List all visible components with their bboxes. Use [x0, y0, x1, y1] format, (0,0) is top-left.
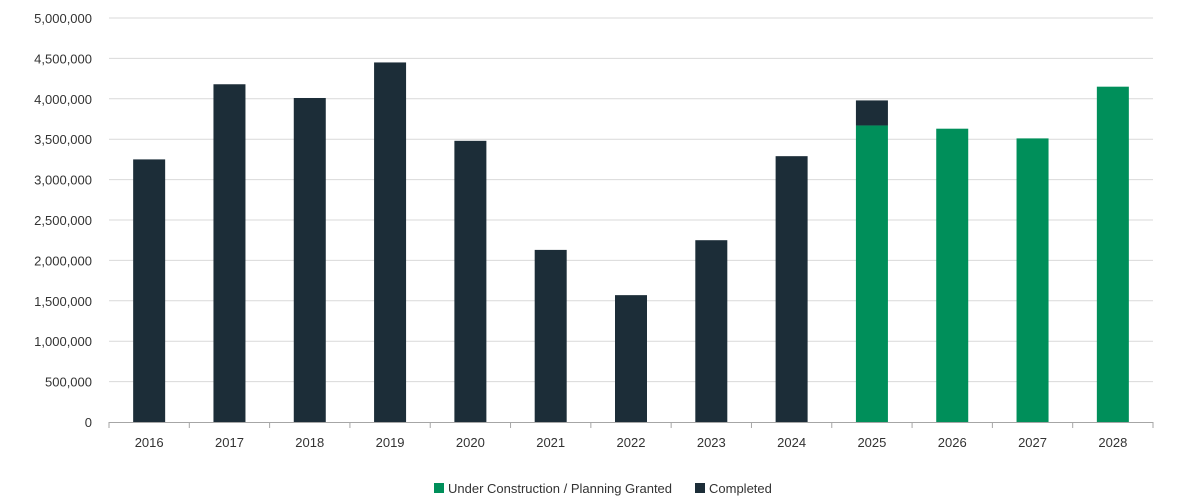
- y-tick-label: 1,500,000: [34, 294, 92, 309]
- bar-2028-under-construction: [1096, 86, 1129, 423]
- y-tick-label: 4,000,000: [34, 92, 92, 107]
- y-tick-label: 500,000: [45, 375, 92, 390]
- bar-2025-completed: [855, 100, 888, 126]
- bar-2025-under-construction: [855, 125, 888, 423]
- y-tick-label: 1,000,000: [34, 334, 92, 349]
- bar-2023-completed: [695, 240, 728, 422]
- y-tick-label: 2,500,000: [34, 213, 92, 228]
- y-tick-label: 0: [85, 415, 92, 430]
- bar-2027-under-construction: [1016, 138, 1049, 422]
- bar-2019-completed: [374, 62, 407, 422]
- legend-swatch: [434, 483, 444, 493]
- legend-swatch: [695, 483, 705, 493]
- legend-item-under-construction: Under Construction / Planning Granted: [434, 481, 672, 496]
- bar-2021-completed: [534, 249, 567, 422]
- x-tick-label: 2026: [938, 435, 967, 450]
- x-tick-label: 2019: [376, 435, 405, 450]
- bar-2024-completed: [775, 156, 808, 422]
- y-tick-label: 4,500,000: [34, 51, 92, 66]
- bar-2026-under-construction: [936, 128, 969, 423]
- gridlines: [109, 17, 1153, 383]
- legend-label: Completed: [709, 481, 772, 496]
- bar-2017-completed: [213, 84, 246, 423]
- x-tick-label: 2023: [697, 435, 726, 450]
- legend-label: Under Construction / Planning Granted: [448, 481, 672, 496]
- y-tick-label: 3,500,000: [34, 132, 92, 147]
- y-axis-ticks: 0 500,000 1,000,000 1,500,000 2,000,000 2,500…: [34, 11, 92, 430]
- x-tick-label: 2024: [777, 435, 806, 450]
- x-tick-label: 2027: [1018, 435, 1047, 450]
- y-tick-label: 3,000,000: [34, 173, 92, 188]
- y-tick-label: 5,000,000: [34, 11, 92, 26]
- x-axis: [108, 422, 1154, 428]
- x-axis-ticks: 2016 2017 2018 2019 2020 2021 2022 2023 2024 2025…: [135, 435, 1128, 450]
- x-tick-label: 2018: [295, 435, 324, 450]
- legend: Under Construction / Planning Granted Com…: [434, 481, 772, 496]
- x-tick-label: 2017: [215, 435, 244, 450]
- bar-2016-completed: [133, 159, 166, 422]
- bar-2022-completed: [615, 295, 647, 422]
- x-tick-label: 2025: [857, 435, 886, 450]
- x-tick-label: 2028: [1098, 435, 1127, 450]
- bar-2020-completed: [454, 140, 487, 423]
- legend-item-completed: Completed: [695, 481, 772, 496]
- bars: [133, 62, 1129, 423]
- x-tick-label: 2021: [536, 435, 565, 450]
- x-tick-label: 2022: [617, 435, 646, 450]
- x-tick-label: 2020: [456, 435, 485, 450]
- y-tick-label: 2,000,000: [34, 253, 92, 268]
- x-tick-label: 2016: [135, 435, 164, 450]
- bar-2018-completed: [293, 97, 326, 422]
